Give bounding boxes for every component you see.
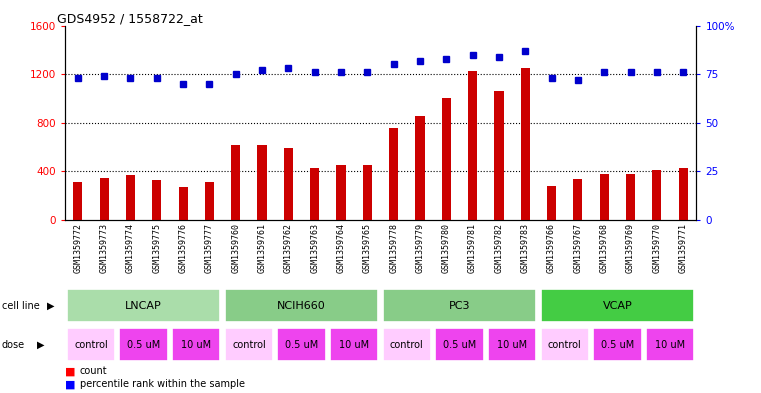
Text: NCIH660: NCIH660 bbox=[277, 301, 326, 310]
Text: cell line: cell line bbox=[2, 301, 40, 310]
Bar bbox=[488, 329, 537, 361]
Text: GSM1359762: GSM1359762 bbox=[284, 223, 293, 273]
Bar bbox=[277, 329, 326, 361]
Text: GSM1359773: GSM1359773 bbox=[100, 223, 109, 273]
Bar bbox=[284, 148, 293, 220]
Text: GSM1359760: GSM1359760 bbox=[231, 223, 240, 273]
Bar bbox=[336, 165, 345, 220]
Text: 10 uM: 10 uM bbox=[181, 340, 212, 350]
Bar bbox=[126, 175, 135, 220]
Text: 10 uM: 10 uM bbox=[655, 340, 685, 350]
Text: GSM1359779: GSM1359779 bbox=[416, 223, 425, 273]
Text: control: control bbox=[390, 340, 424, 350]
Text: GSM1359764: GSM1359764 bbox=[336, 223, 345, 273]
Text: control: control bbox=[74, 340, 108, 350]
Text: GSM1359769: GSM1359769 bbox=[626, 223, 635, 273]
Text: 0.5 uM: 0.5 uM bbox=[600, 340, 634, 350]
Text: GDS4952 / 1558722_at: GDS4952 / 1558722_at bbox=[57, 12, 203, 25]
Text: count: count bbox=[80, 366, 107, 376]
Bar bbox=[540, 289, 694, 322]
Text: percentile rank within the sample: percentile rank within the sample bbox=[80, 379, 245, 389]
Text: 0.5 uM: 0.5 uM bbox=[443, 340, 476, 350]
Bar bbox=[416, 116, 425, 220]
Bar bbox=[495, 91, 504, 220]
Bar bbox=[119, 329, 168, 361]
Bar bbox=[435, 329, 484, 361]
Bar bbox=[540, 329, 589, 361]
Text: GSM1359761: GSM1359761 bbox=[257, 223, 266, 273]
Bar bbox=[67, 329, 115, 361]
Text: ■: ■ bbox=[65, 379, 75, 389]
Text: GSM1359772: GSM1359772 bbox=[73, 223, 82, 273]
Text: VCAP: VCAP bbox=[603, 301, 632, 310]
Text: GSM1359771: GSM1359771 bbox=[679, 223, 688, 273]
Text: ▶: ▶ bbox=[47, 301, 55, 310]
Text: GSM1359767: GSM1359767 bbox=[573, 223, 582, 273]
Bar bbox=[152, 180, 161, 220]
Bar bbox=[205, 182, 214, 220]
Text: ■: ■ bbox=[65, 366, 75, 376]
Bar bbox=[73, 182, 82, 220]
Text: GSM1359782: GSM1359782 bbox=[495, 223, 504, 273]
Bar bbox=[389, 128, 398, 220]
Bar bbox=[383, 329, 431, 361]
Bar bbox=[224, 289, 378, 322]
Text: GSM1359780: GSM1359780 bbox=[442, 223, 451, 273]
Bar bbox=[573, 179, 582, 220]
Text: GSM1359778: GSM1359778 bbox=[389, 223, 398, 273]
Text: LNCAP: LNCAP bbox=[126, 301, 162, 310]
Text: control: control bbox=[232, 340, 266, 350]
Text: 10 uM: 10 uM bbox=[497, 340, 527, 350]
Text: 0.5 uM: 0.5 uM bbox=[127, 340, 161, 350]
Bar bbox=[593, 329, 642, 361]
Text: GSM1359781: GSM1359781 bbox=[468, 223, 477, 273]
Bar bbox=[224, 329, 273, 361]
Text: PC3: PC3 bbox=[449, 301, 470, 310]
Bar bbox=[547, 186, 556, 220]
Text: 10 uM: 10 uM bbox=[339, 340, 369, 350]
Text: GSM1359777: GSM1359777 bbox=[205, 223, 214, 273]
Bar bbox=[652, 170, 661, 220]
Bar bbox=[257, 145, 266, 220]
Text: dose: dose bbox=[2, 340, 24, 350]
Bar bbox=[67, 289, 221, 322]
Text: GSM1359774: GSM1359774 bbox=[126, 223, 135, 273]
Bar bbox=[383, 289, 537, 322]
Text: GSM1359776: GSM1359776 bbox=[179, 223, 188, 273]
Text: GSM1359766: GSM1359766 bbox=[547, 223, 556, 273]
Bar bbox=[600, 174, 609, 220]
Bar bbox=[626, 174, 635, 220]
Bar bbox=[231, 145, 240, 220]
Bar bbox=[441, 99, 451, 220]
Bar bbox=[179, 187, 188, 220]
Bar bbox=[363, 165, 372, 220]
Bar bbox=[521, 68, 530, 220]
Text: GSM1359775: GSM1359775 bbox=[152, 223, 161, 273]
Text: control: control bbox=[548, 340, 581, 350]
Bar bbox=[330, 329, 378, 361]
Text: GSM1359783: GSM1359783 bbox=[521, 223, 530, 273]
Text: GSM1359765: GSM1359765 bbox=[363, 223, 372, 273]
Bar bbox=[468, 70, 477, 220]
Text: GSM1359770: GSM1359770 bbox=[652, 223, 661, 273]
Text: GSM1359768: GSM1359768 bbox=[600, 223, 609, 273]
Bar bbox=[679, 168, 688, 220]
Bar bbox=[646, 329, 694, 361]
Text: GSM1359763: GSM1359763 bbox=[310, 223, 319, 273]
Bar bbox=[310, 168, 320, 220]
Bar bbox=[100, 178, 109, 220]
Bar bbox=[172, 329, 221, 361]
Text: ▶: ▶ bbox=[37, 340, 44, 350]
Text: 0.5 uM: 0.5 uM bbox=[285, 340, 318, 350]
